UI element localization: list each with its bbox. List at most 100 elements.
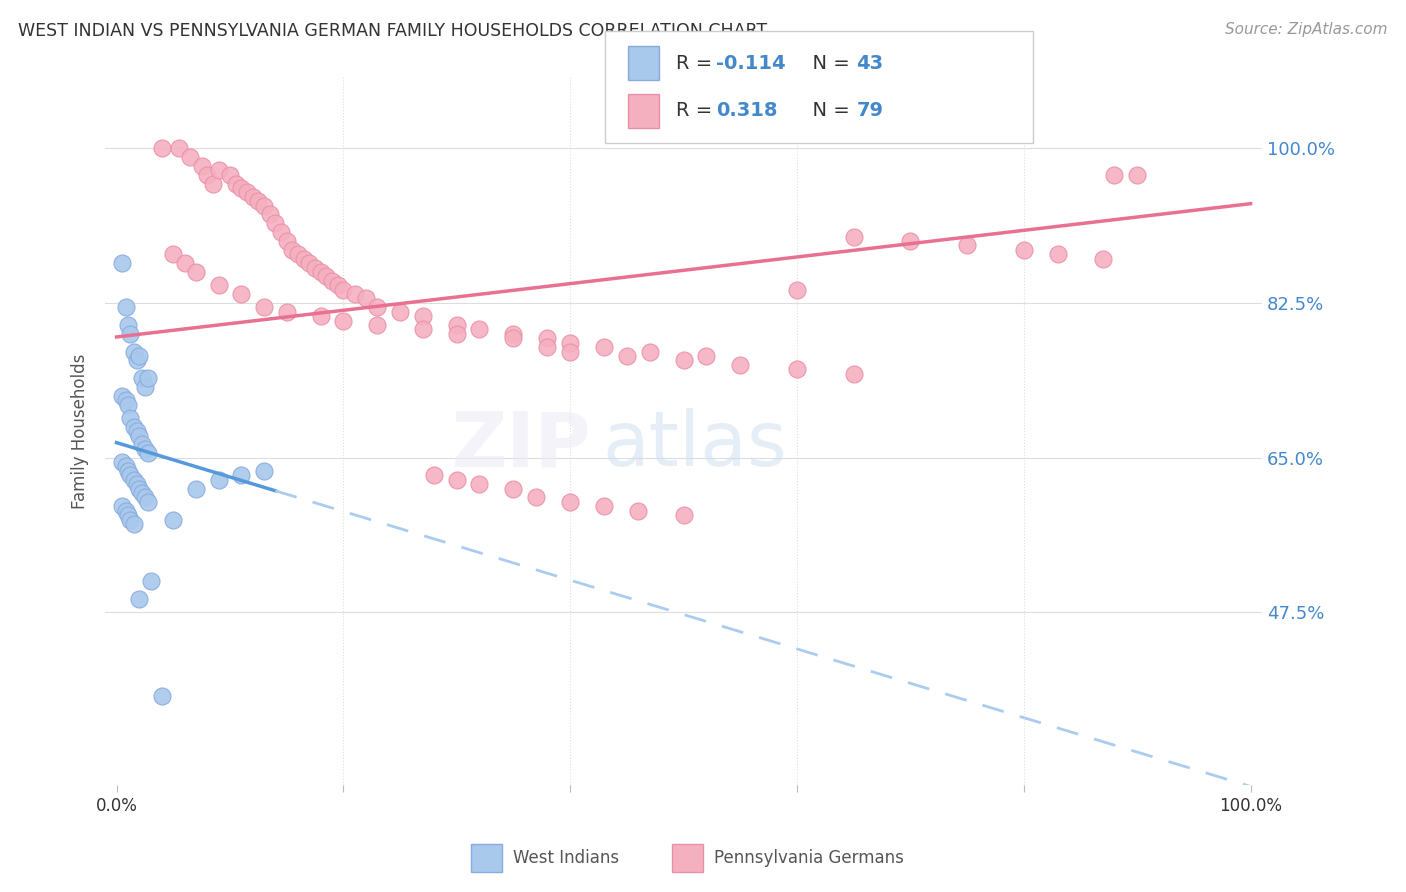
Point (231, 287, 253, 301)
Point (128, 592, 150, 607)
Point (638, 344, 661, 359)
Point (309, 265, 332, 279)
Point (1012, 243, 1035, 257)
Point (125, 353, 148, 368)
Point (389, 304, 412, 318)
Point (114, 504, 136, 518)
Point (134, 442, 156, 456)
Point (207, 473, 229, 487)
Point (786, 362, 808, 376)
Point (136, 495, 159, 509)
Point (117, 398, 139, 412)
Point (898, 234, 921, 248)
Point (672, 353, 695, 368)
Point (120, 512, 142, 526)
Point (184, 482, 207, 496)
Point (114, 459, 136, 474)
Point (287, 247, 309, 261)
Point (111, 500, 134, 514)
Point (125, 424, 148, 438)
Point (276, 304, 298, 318)
Point (117, 464, 139, 478)
Point (122, 344, 145, 359)
Point (536, 340, 558, 354)
Text: R =: R = (676, 101, 725, 120)
Point (111, 455, 134, 469)
Point (117, 508, 139, 522)
Point (114, 393, 136, 408)
Point (122, 473, 145, 487)
Point (195, 168, 218, 182)
Point (304, 260, 326, 275)
Point (354, 292, 377, 306)
Point (332, 313, 354, 327)
Text: 0.318: 0.318 (716, 101, 778, 120)
Text: WEST INDIAN VS PENNSYLVANIA GERMAN FAMILY HOUSEHOLDS CORRELATION CHART: WEST INDIAN VS PENNSYLVANIA GERMAN FAMIL… (18, 22, 768, 40)
Text: ZIP: ZIP (451, 409, 591, 483)
Point (292, 252, 315, 266)
Point (1046, 247, 1069, 261)
Point (207, 278, 229, 293)
Point (162, 512, 184, 526)
Point (242, 190, 264, 204)
Point (593, 340, 616, 354)
Point (842, 367, 865, 381)
Point (1126, 168, 1149, 182)
Point (366, 301, 388, 315)
Point (131, 371, 153, 385)
Point (173, 256, 195, 270)
Point (786, 283, 808, 297)
Point (231, 181, 253, 195)
Point (253, 301, 276, 315)
Point (120, 326, 142, 341)
Point (502, 326, 524, 341)
Point (728, 358, 751, 372)
Point (672, 508, 695, 522)
Text: 43: 43 (856, 54, 883, 73)
Point (201, 177, 224, 191)
Point (343, 287, 366, 301)
Point (423, 468, 446, 483)
Point (120, 410, 142, 425)
Text: N =: N = (800, 54, 856, 73)
Point (468, 322, 491, 336)
Point (139, 574, 162, 589)
Point (560, 344, 582, 359)
Point (281, 243, 304, 257)
Point (125, 477, 148, 491)
Point (167, 141, 190, 155)
Point (253, 199, 276, 213)
Text: -0.114: -0.114 (716, 54, 786, 73)
Point (247, 194, 270, 209)
Point (1092, 252, 1115, 266)
Point (321, 274, 343, 288)
Point (536, 331, 558, 345)
Point (298, 256, 321, 270)
Point (131, 486, 153, 500)
Point (179, 150, 201, 164)
Text: Source: ZipAtlas.com: Source: ZipAtlas.com (1225, 22, 1388, 37)
Point (253, 464, 276, 478)
Point (446, 473, 468, 487)
Point (162, 247, 184, 261)
Point (326, 278, 349, 293)
Point (111, 389, 134, 403)
Point (128, 349, 150, 363)
Point (136, 371, 159, 385)
Point (150, 141, 173, 155)
Point (366, 318, 388, 332)
Text: atlas: atlas (603, 409, 787, 483)
Point (122, 516, 145, 531)
Point (627, 504, 650, 518)
Text: N =: N = (800, 101, 856, 120)
Point (502, 331, 524, 345)
Point (412, 322, 434, 336)
Text: Pennsylvania Germans: Pennsylvania Germans (714, 849, 904, 867)
Point (259, 207, 281, 221)
Point (117, 318, 139, 332)
Point (114, 301, 136, 315)
Point (120, 468, 142, 483)
Point (468, 477, 491, 491)
Point (122, 419, 145, 434)
Point (593, 500, 616, 514)
